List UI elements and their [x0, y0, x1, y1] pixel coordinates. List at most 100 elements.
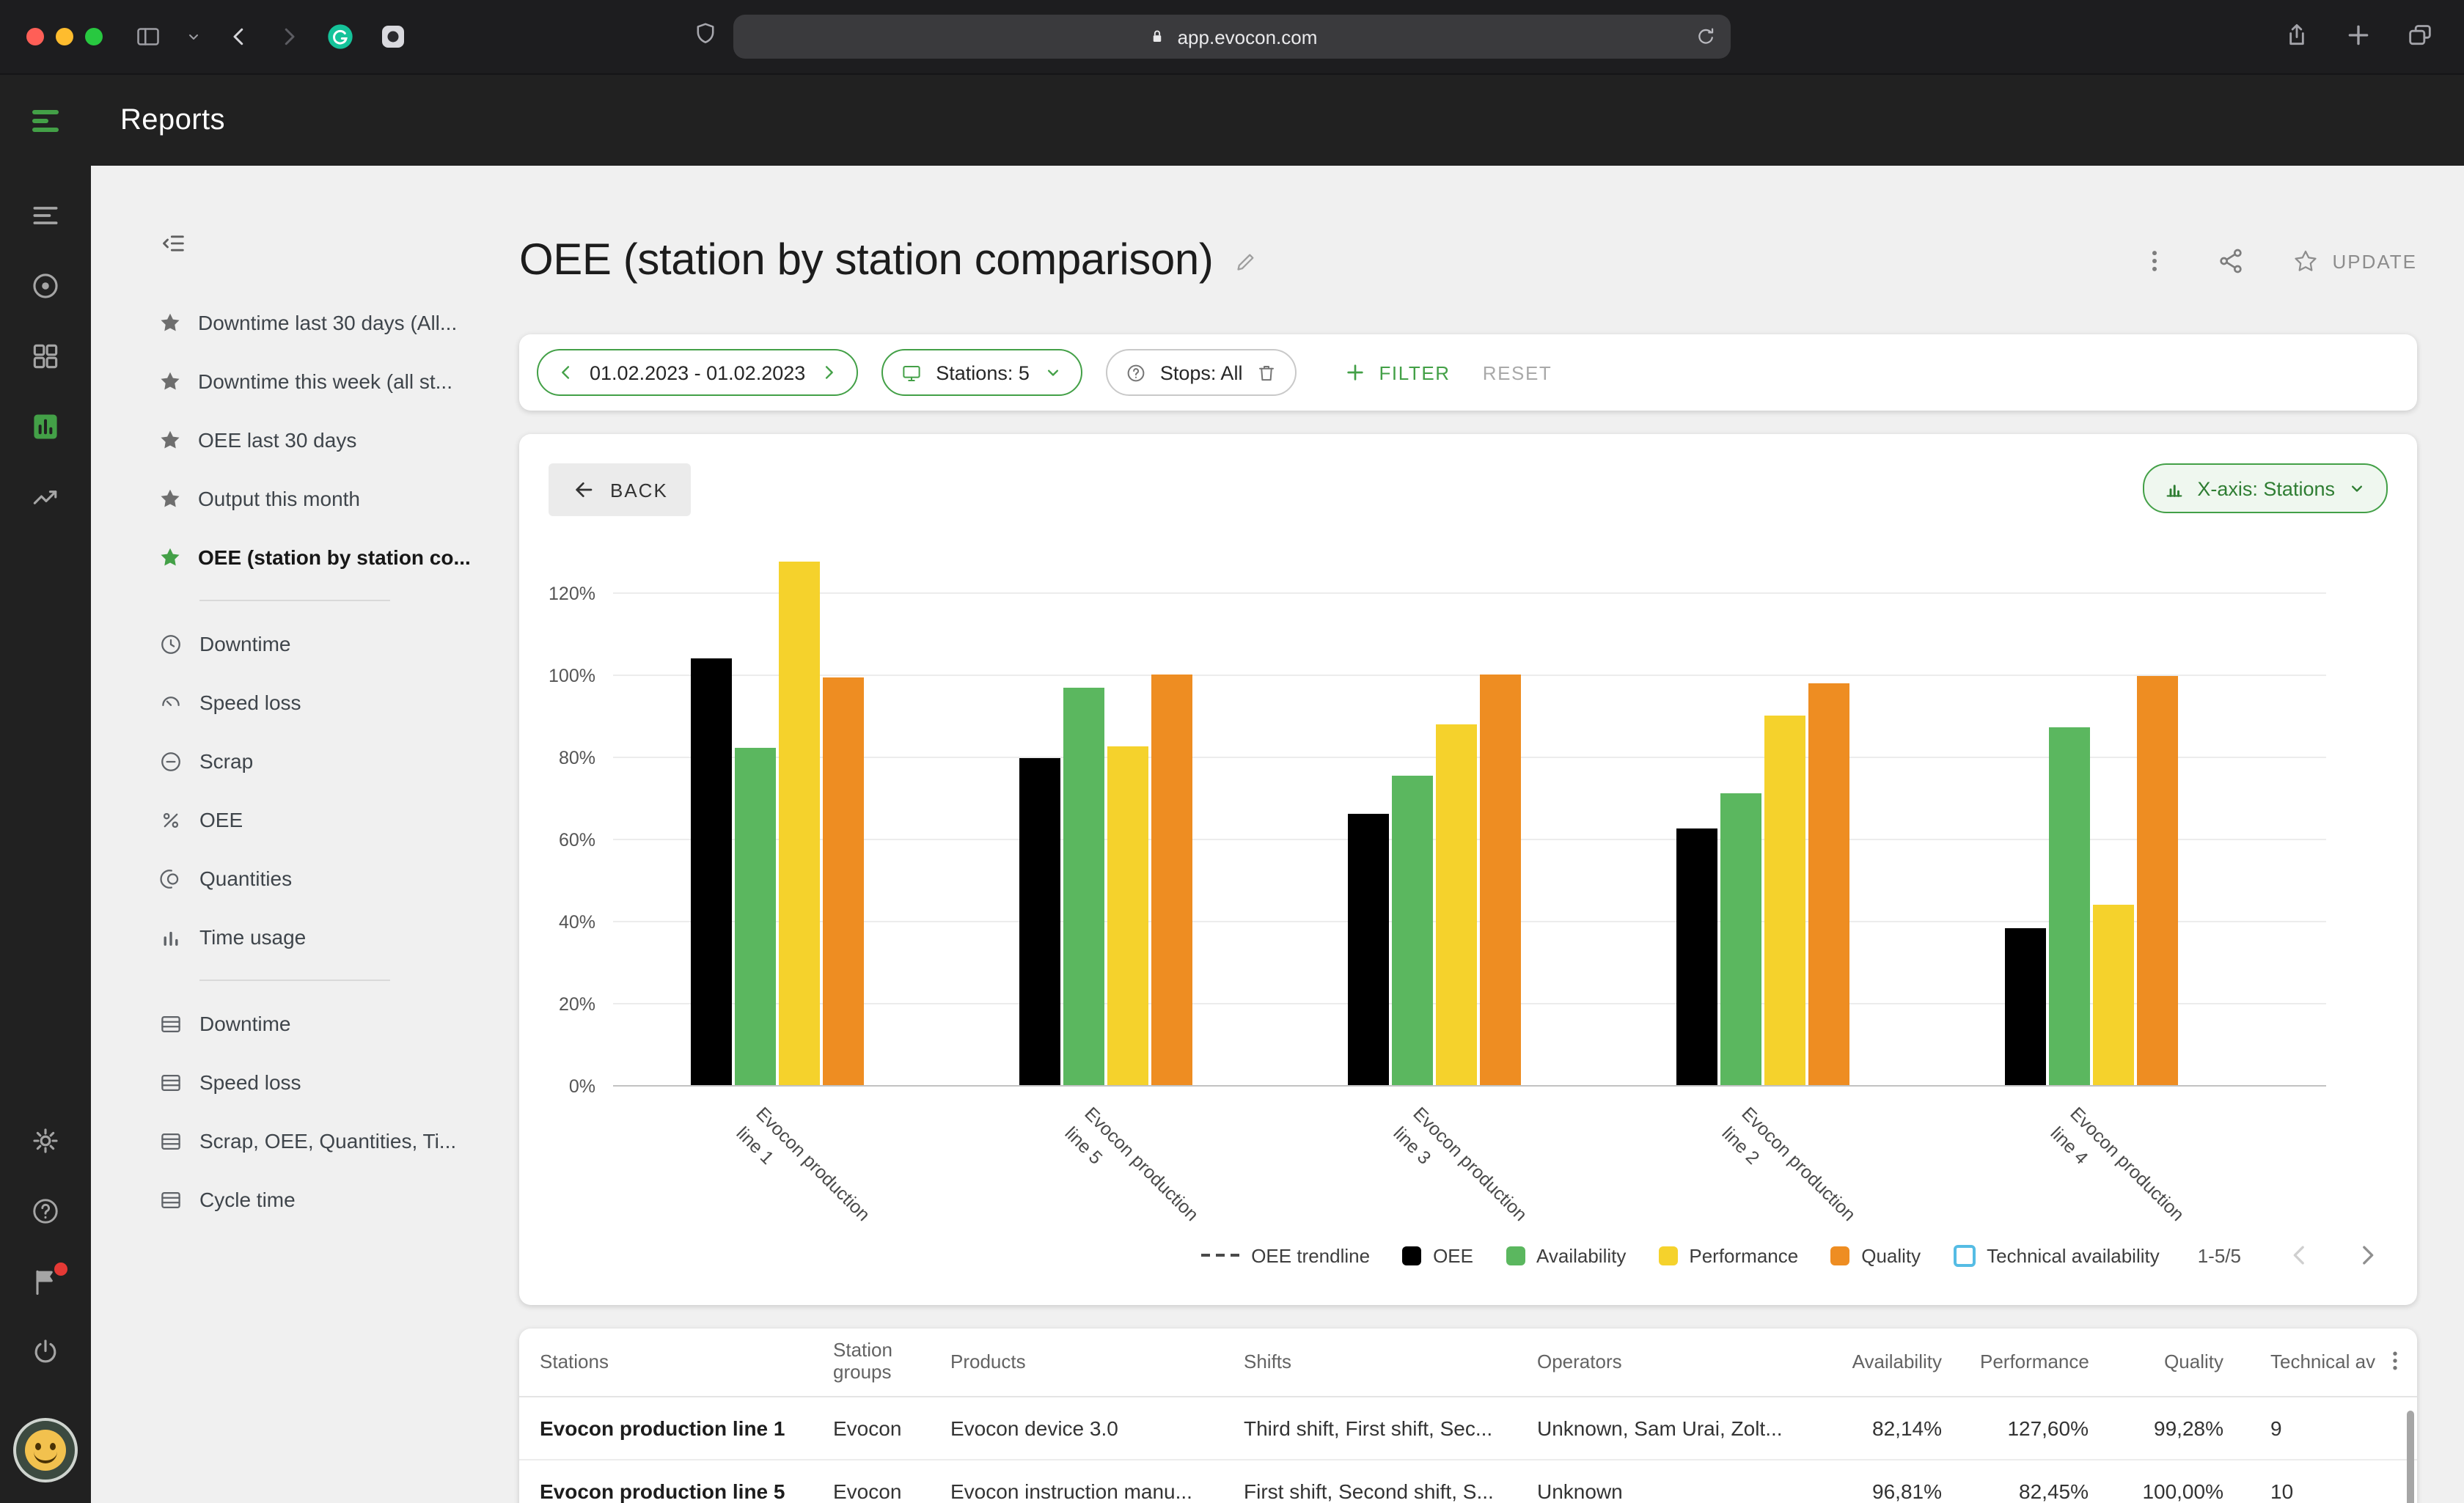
stops-filter[interactable]: Stops: All — [1105, 349, 1297, 396]
pagination-prev-icon[interactable] — [2285, 1241, 2314, 1270]
feedback-flag-icon[interactable] — [29, 1263, 67, 1298]
bar-availability[interactable] — [1063, 687, 1104, 1085]
sidebar-item-starred-report[interactable]: OEE last 30 days — [91, 411, 469, 469]
more-options-icon[interactable] — [2140, 246, 2169, 276]
pagination-next-icon[interactable] — [2353, 1241, 2382, 1270]
chevron-down-icon[interactable] — [185, 28, 202, 45]
bar-performance[interactable] — [1107, 746, 1148, 1085]
sidebar-item-export[interactable]: Speed loss — [91, 1053, 469, 1111]
x-axis-label: Evocon production line 5 — [1058, 1101, 1204, 1247]
date-range-picker[interactable]: 01.02.2023 - 01.02.2023 — [537, 349, 859, 396]
evocon-logo[interactable] — [0, 109, 91, 131]
bar-performance[interactable] — [1764, 716, 1805, 1085]
column-header[interactable]: Availability — [1852, 1350, 1942, 1372]
sidebar-item-export[interactable]: Cycle time — [91, 1170, 469, 1229]
column-header[interactable]: Operators — [1537, 1350, 1622, 1372]
legend-item[interactable]: OEE — [1402, 1244, 1473, 1266]
bar-performance[interactable] — [779, 561, 820, 1085]
column-header[interactable]: Shifts — [1244, 1350, 1292, 1372]
user-avatar[interactable] — [13, 1418, 78, 1482]
close-window-button[interactable] — [26, 28, 44, 45]
sidebar-item-starred-report[interactable]: Output this month — [91, 469, 469, 528]
bar-oee[interactable] — [1676, 828, 1717, 1085]
reset-filters-button[interactable]: RESET — [1483, 361, 1552, 383]
logout-power-icon[interactable] — [29, 1336, 62, 1368]
bar-cluster — [613, 561, 942, 1085]
sidebar-item-starred-report[interactable]: Downtime last 30 days (All... — [91, 293, 469, 352]
browser-sidebar-icon[interactable] — [135, 23, 161, 50]
bar-quality[interactable] — [1151, 675, 1192, 1085]
browser-back-icon[interactable] — [226, 23, 252, 50]
bar-performance[interactable] — [2093, 904, 2134, 1085]
zoom-window-button[interactable] — [85, 28, 103, 45]
add-filter-button[interactable]: FILTER — [1343, 361, 1450, 384]
bar-oee[interactable] — [1348, 813, 1389, 1085]
grammarly-extension-icon[interactable] — [326, 22, 355, 51]
legend-item[interactable]: Technical availability — [1953, 1244, 2160, 1266]
table-row[interactable]: Evocon production line 1 Evocon Evocon dev… — [519, 1397, 2417, 1460]
bar-quality[interactable] — [823, 677, 864, 1085]
bar-availability[interactable] — [1392, 776, 1433, 1085]
trends-icon[interactable] — [29, 481, 62, 513]
minimize-window-button[interactable] — [56, 28, 73, 45]
legend-swatch — [1201, 1254, 1240, 1257]
bar-quality[interactable] — [1480, 675, 1521, 1085]
bar-availability[interactable] — [735, 748, 776, 1085]
sidebar-item-export[interactable]: Scrap, OEE, Quantities, Ti... — [91, 1111, 469, 1170]
trash-icon[interactable] — [1255, 361, 1277, 383]
share-report-icon[interactable] — [2216, 246, 2245, 276]
sidebar-item-starred-report[interactable]: Downtime this week (all st... — [91, 352, 469, 411]
table-options-icon[interactable] — [2382, 1348, 2408, 1374]
column-header[interactable]: Station groups — [833, 1339, 892, 1383]
column-header[interactable]: Quality — [2164, 1350, 2223, 1372]
bar-availability[interactable] — [1720, 793, 1761, 1085]
previous-date-icon[interactable] — [556, 362, 576, 383]
shift-list-icon[interactable] — [29, 199, 62, 232]
reports-chart-icon[interactable] — [29, 411, 62, 443]
address-bar[interactable]: app.evocon.com — [733, 15, 1731, 59]
factory-circle-icon[interactable] — [29, 270, 62, 302]
settings-gear-icon[interactable] — [29, 1125, 62, 1157]
browser-forward-icon[interactable] — [276, 23, 302, 50]
table-scrollbar[interactable] — [2407, 1411, 2414, 1503]
bar-quality[interactable] — [1808, 683, 1849, 1085]
stations-filter[interactable]: Stations: 5 — [881, 349, 1082, 396]
back-button[interactable]: BACK — [549, 463, 692, 516]
privacy-shield-icon[interactable] — [692, 21, 719, 47]
legend-item[interactable]: Availability — [1506, 1244, 1626, 1266]
column-header[interactable]: Products — [950, 1350, 1026, 1372]
bar-oee[interactable] — [691, 658, 732, 1085]
update-favorite-button[interactable]: UPDATE — [2292, 248, 2417, 274]
legend-item[interactable]: Performance — [1658, 1244, 1798, 1266]
bar-quality[interactable] — [2137, 675, 2178, 1085]
bar-availability[interactable] — [2049, 727, 2090, 1085]
next-date-icon[interactable] — [818, 362, 839, 383]
sidebar-item-chart[interactable]: Scrap — [91, 732, 469, 790]
column-header[interactable]: Technical av — [2270, 1350, 2376, 1372]
share-page-icon[interactable] — [2282, 21, 2311, 50]
sidebar-item-chart[interactable]: Downtime — [91, 614, 469, 673]
help-icon[interactable] — [29, 1195, 62, 1227]
edit-title-icon[interactable] — [1233, 249, 1258, 273]
legend-item[interactable]: Quality — [1830, 1244, 1921, 1266]
xaxis-selector[interactable]: X-axis: Stations — [2143, 463, 2388, 513]
new-tab-icon[interactable] — [2344, 21, 2373, 50]
bar-oee[interactable] — [1019, 757, 1060, 1085]
column-header[interactable]: Stations — [540, 1350, 609, 1372]
dashboard-grid-icon[interactable] — [29, 340, 62, 372]
legend-item[interactable]: OEE trendline — [1201, 1244, 1370, 1266]
collapse-sidebar-icon[interactable] — [158, 229, 188, 258]
table-row[interactable]: Evocon production line 5 Evocon Evocon ins… — [519, 1460, 2417, 1503]
refresh-icon[interactable] — [1694, 25, 1717, 48]
extension-icon[interactable] — [378, 22, 408, 51]
column-header[interactable]: Performance — [1980, 1350, 2089, 1372]
sidebar-item-chart[interactable]: OEE — [91, 790, 469, 849]
sidebar-item-chart[interactable]: Speed loss — [91, 673, 469, 732]
sidebar-item-chart[interactable]: Quantities — [91, 849, 469, 908]
sidebar-item-export[interactable]: Downtime — [91, 994, 469, 1053]
bar-performance[interactable] — [1436, 724, 1477, 1085]
sidebar-item-starred-report[interactable]: OEE (station by station co... — [91, 528, 469, 587]
sidebar-item-chart[interactable]: Time usage — [91, 908, 469, 966]
bar-oee[interactable] — [2005, 928, 2046, 1085]
tab-overview-icon[interactable] — [2405, 21, 2435, 50]
